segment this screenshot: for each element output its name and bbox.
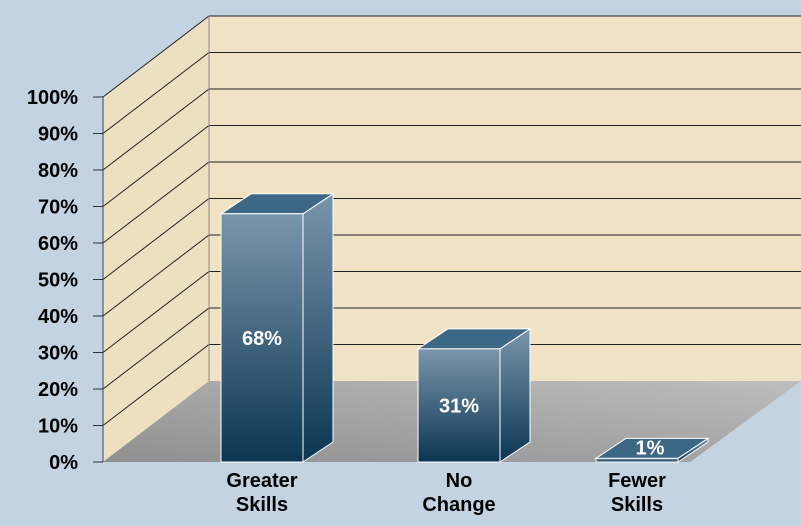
y-tick-label: 50% [38,270,78,292]
x-tick-label: No [446,470,473,492]
y-tick-label: 40% [38,306,78,328]
x-tick-label: Skills [611,494,663,516]
x-tick-label: Change [422,494,495,516]
bar-front [220,213,304,463]
bar-side [499,327,531,463]
x-tick-label: Greater [226,470,297,492]
y-tick-label: 20% [38,379,78,401]
y-tick-label: 10% [38,416,78,438]
y-tick-label: 60% [38,233,78,255]
y-tick-label: 100% [27,87,78,109]
y-tick-label: 30% [38,343,78,365]
bar [219,192,335,463]
data-label: 68% [242,328,282,350]
bar-front [595,457,679,463]
x-tick-label: Fewer [608,470,666,492]
y-tick-label: 0% [49,452,78,474]
bar-side [302,192,334,463]
y-tick-label: 90% [38,124,78,146]
y-tick-label: 70% [38,197,78,219]
data-label: 31% [439,395,479,417]
bar [416,327,532,463]
y-tick-label: 80% [38,160,78,182]
data-label: 1% [636,437,665,459]
bar [594,437,710,463]
bar-front [417,348,501,463]
x-tick-label: Skills [236,494,288,516]
